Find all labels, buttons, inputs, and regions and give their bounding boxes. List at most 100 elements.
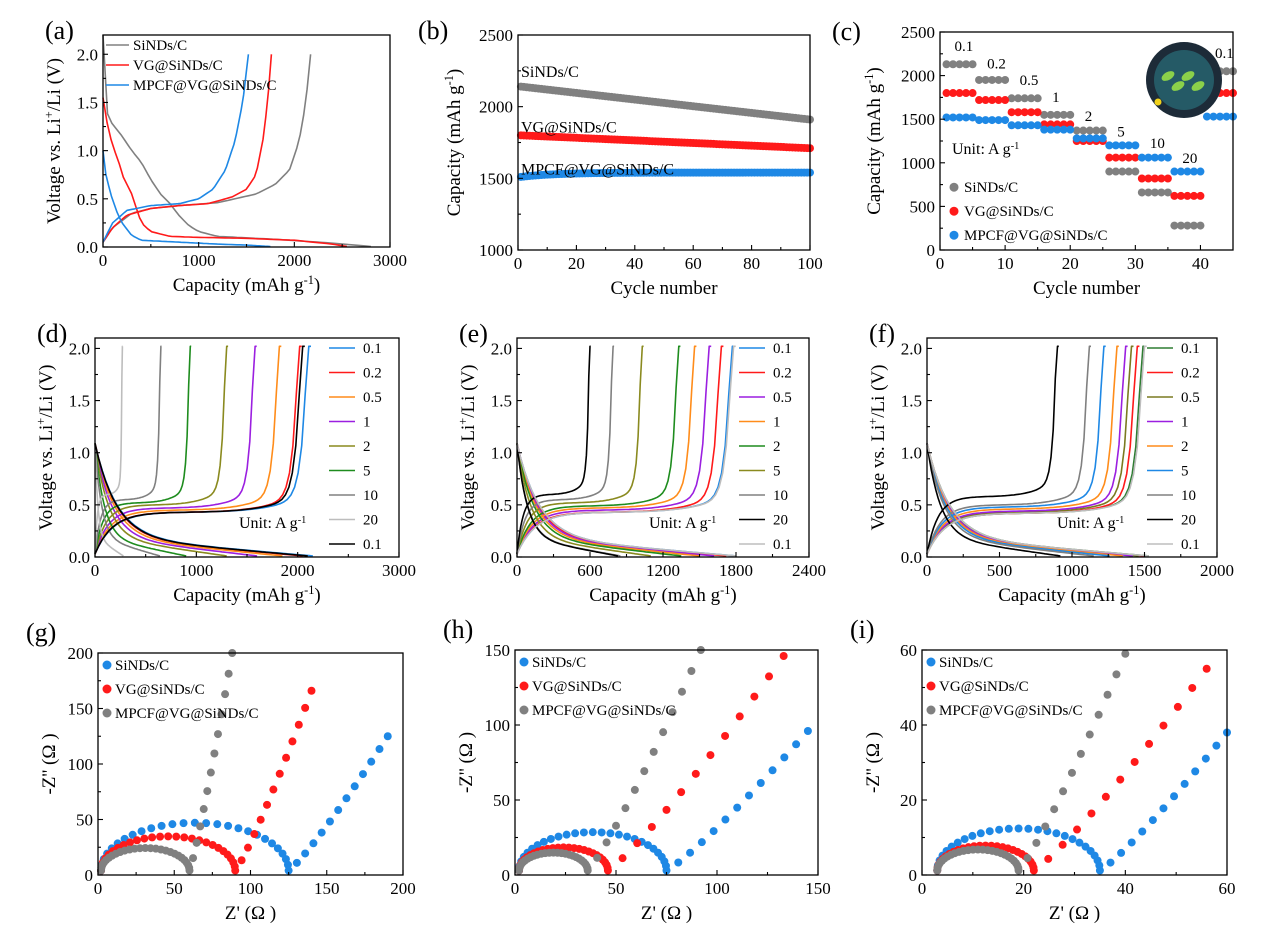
- x-axis-label: Z' (Ω ): [1049, 903, 1100, 924]
- data-point: [1027, 94, 1036, 103]
- data-point: [1007, 108, 1016, 117]
- plot-area-g: [97, 649, 392, 875]
- legend-marker: [102, 708, 112, 718]
- data-point: [1163, 153, 1172, 162]
- x-tick-label-e: 1200: [646, 561, 680, 580]
- data-point: [779, 652, 788, 660]
- x-tick-label-c: 40: [1192, 254, 1209, 273]
- legend-label: SiNDs/C: [133, 38, 187, 54]
- x-tick-label-g: 100: [238, 879, 264, 898]
- data-point: [1137, 153, 1146, 162]
- x-tick-label-i: 40: [1117, 879, 1134, 898]
- y-tick-label-h: 100: [485, 716, 511, 735]
- rate-label: 10: [1150, 136, 1165, 152]
- y-tick-label-a: 1.0: [77, 142, 98, 161]
- y-tick-label-g: 50: [76, 811, 93, 830]
- data-point: [955, 60, 964, 69]
- data-point: [662, 805, 671, 814]
- panel-a: 0 1000 2000 3000 0.0 0.5 1.0 1.5 2.0(a) Capacity …: [42, 16, 407, 296]
- y-axis-label: -Z'' (Ω ): [39, 733, 60, 794]
- data-point: [1222, 89, 1231, 98]
- data-point: [1196, 167, 1205, 176]
- data-point: [1176, 191, 1185, 200]
- data-point: [1202, 112, 1211, 121]
- data-point: [1098, 134, 1107, 143]
- legend-label: VG@SiNDs/C: [115, 682, 205, 698]
- data-point: [606, 829, 615, 838]
- plot-area-i: [933, 649, 1231, 875]
- data-point: [562, 830, 571, 839]
- data-point: [1111, 153, 1120, 162]
- data-point: [687, 666, 696, 675]
- data-point: [733, 803, 742, 812]
- y-tick-label-b: 2000: [479, 98, 513, 117]
- data-point: [1159, 804, 1168, 813]
- data-point: [697, 838, 706, 847]
- data-point: [1105, 153, 1114, 162]
- legend-marker: [102, 660, 112, 670]
- data-point: [1201, 754, 1210, 763]
- series-line-charge: [516, 345, 712, 555]
- data-point: [709, 827, 718, 836]
- x-tick-label-a: 2000: [277, 251, 311, 270]
- y-tick-label-g: 150: [68, 700, 94, 719]
- legend-label: 0.5: [363, 390, 382, 406]
- data-point: [1007, 94, 1016, 103]
- data-point: [275, 769, 284, 778]
- data-point: [962, 113, 971, 122]
- legend-marker: [519, 657, 529, 667]
- data-point: [630, 785, 639, 794]
- legend-label: 0.2: [773, 366, 792, 382]
- data-point: [618, 854, 627, 863]
- y-tick-label-c: 1500: [901, 110, 935, 129]
- data-point: [375, 745, 384, 754]
- legend-label: 5: [773, 464, 781, 480]
- series-annotation: VG@SiNDs/C: [521, 120, 617, 137]
- data-point: [955, 89, 964, 98]
- data-point: [284, 866, 293, 875]
- x-axis-label: Z' (Ω ): [225, 903, 276, 924]
- series-line-charge: [94, 345, 162, 554]
- panel-label: (b): [418, 16, 448, 45]
- y-tick-label-d: 1.5: [69, 392, 90, 411]
- data-point: [1222, 67, 1231, 76]
- data-point: [1150, 188, 1159, 197]
- series-line-charge: [102, 54, 273, 243]
- panel-label: (c): [832, 17, 861, 46]
- data-point: [942, 60, 951, 69]
- rate-label: 20: [1182, 151, 1197, 167]
- data-point: [1085, 126, 1094, 135]
- data-point: [988, 96, 997, 105]
- data-point: [981, 75, 990, 84]
- panel-label: (f): [869, 319, 895, 348]
- panel-h: 0 50 100 150 0 50 100 150 (h) Z' (Ω ) -Z'' (Ω ) SiN…: [443, 615, 831, 924]
- unit-label: Unit: A g-1: [649, 514, 716, 532]
- data-point: [649, 747, 658, 756]
- data-point: [1170, 221, 1179, 230]
- data-point: [1173, 702, 1182, 711]
- x-tick-label-c: 0: [936, 254, 945, 273]
- series-line-charge: [516, 345, 615, 555]
- data-point: [269, 785, 278, 794]
- legend-label: 20: [773, 513, 788, 529]
- legend-label: MPCF@VG@SiNDs/C: [939, 703, 1083, 719]
- data-point: [633, 839, 642, 848]
- x-tick-label-b: 40: [626, 254, 643, 273]
- y-tick-label-i: 60: [900, 641, 917, 660]
- data-point: [662, 866, 671, 875]
- series-line-charge: [926, 345, 1134, 555]
- legend-label: 0.1: [1181, 341, 1200, 357]
- data-point: [1130, 757, 1139, 766]
- data-point: [686, 848, 695, 857]
- legend-label: 1: [1181, 415, 1189, 431]
- data-point: [383, 732, 392, 741]
- unit-label: Unit: A g-1: [1057, 514, 1124, 532]
- data-point: [975, 96, 984, 105]
- data-point: [1076, 749, 1085, 758]
- series-line-discharge: [926, 443, 1110, 557]
- series-line-discharge: [516, 443, 651, 557]
- x-tick-label-d: 0: [91, 561, 100, 580]
- data-point: [1020, 94, 1029, 103]
- unit-label: Unit: A g-1: [952, 141, 1019, 159]
- panel-c: 0 10 20 30 40 0 500 1000 1500 2000 2500 (c) Cycle nu…: [832, 17, 1237, 299]
